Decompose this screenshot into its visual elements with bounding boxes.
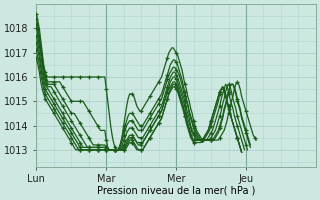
X-axis label: Pression niveau de la mer( hPa ): Pression niveau de la mer( hPa )	[97, 186, 255, 196]
